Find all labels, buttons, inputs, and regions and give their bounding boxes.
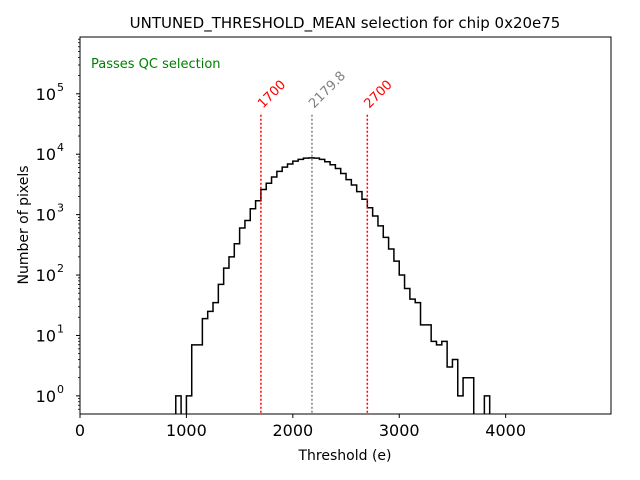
y-tick-label: 10 (36, 145, 56, 164)
histogram-bin (303, 158, 308, 414)
y-tick-exponent: 1 (57, 322, 64, 335)
histogram-bin (325, 162, 330, 414)
histogram-bin (399, 275, 404, 414)
histogram-bin (256, 201, 261, 414)
y-tick-label: 10 (36, 266, 56, 285)
histogram-bin (240, 228, 245, 414)
histogram-bin (314, 158, 319, 414)
histogram-bin (282, 167, 287, 414)
histogram-bin (250, 209, 255, 414)
x-axis: 0 1000 2000 3000 4000 (75, 414, 526, 440)
histogram-bin (293, 161, 298, 414)
histogram-bin (197, 345, 202, 414)
histogram-bin (335, 169, 340, 414)
x-tick-label: 0 (75, 421, 85, 440)
histogram-bin (202, 319, 207, 414)
histogram-bin (261, 190, 266, 414)
x-tick-label: 1000 (166, 421, 207, 440)
y-tick-label: 10 (36, 206, 56, 225)
y-tick-label: 10 (36, 326, 56, 345)
y-tick-exponent: 3 (57, 202, 64, 215)
histogram-bin (277, 171, 282, 414)
histogram-bin (346, 180, 351, 414)
lower-cut-label: 1700 (255, 78, 289, 112)
y-tick-exponent: 4 (57, 141, 64, 154)
histogram-bin (266, 183, 271, 414)
histogram (175, 157, 491, 414)
histogram-bin (213, 303, 218, 414)
histogram-bin (452, 360, 457, 414)
histogram-bin (373, 216, 378, 414)
histogram-bin (415, 303, 420, 414)
histogram-bin (410, 299, 415, 414)
histogram-bin (394, 261, 399, 414)
histogram-bin (330, 165, 335, 414)
histogram-bin (176, 396, 181, 414)
histogram-bin (431, 341, 436, 414)
plot-frame (79, 36, 612, 415)
histogram-bin (208, 311, 213, 414)
histogram-bin (298, 159, 303, 414)
histogram-bin (367, 208, 372, 414)
histogram-bin (186, 396, 191, 414)
histogram-step (175, 157, 491, 414)
histogram-bin (245, 220, 250, 414)
histogram-bin (383, 237, 388, 414)
histogram-bin (484, 396, 489, 414)
histogram-bin (192, 345, 197, 414)
histogram-bin (357, 192, 362, 414)
histogram-bin (319, 159, 324, 414)
plot-area: 1700 2179.8 2700 (79, 36, 612, 415)
histogram-bin (442, 341, 447, 414)
histogram-bin (421, 325, 426, 414)
histogram-bin (468, 378, 473, 414)
y-tick-exponent: 2 (57, 262, 64, 275)
mean-label: 2179.8 (306, 69, 349, 112)
histogram-bin (234, 244, 239, 414)
x-axis-label: Threshold (e) (298, 448, 392, 464)
histogram-bin (426, 325, 431, 414)
x-tick-label: 3000 (379, 421, 420, 440)
upper-cut-label: 2700 (362, 78, 396, 112)
histogram-bin (436, 345, 441, 414)
histogram-bin (378, 226, 383, 414)
y-tick-label: 10 (36, 85, 56, 104)
histogram-bin (463, 378, 468, 414)
chart-title: UNTUNED_THRESHOLD_MEAN selection for chi… (130, 14, 561, 33)
histogram-bin (272, 177, 277, 414)
y-tick-exponent: 0 (57, 383, 64, 396)
histogram-bin (458, 396, 463, 414)
histogram-bin (362, 199, 367, 414)
histogram-bin (351, 185, 356, 414)
histogram-bin (405, 288, 410, 414)
x-tick-label: 4000 (485, 421, 526, 440)
y-tick-exponent: 5 (57, 81, 64, 94)
histogram-bin (288, 164, 293, 414)
histogram-bin (218, 284, 223, 414)
y-tick-label: 10 (36, 387, 56, 406)
histogram-bin (447, 367, 452, 414)
y-axis-label: Number of pixels (16, 165, 32, 284)
histogram-bin (341, 173, 346, 414)
qc-status-text: Passes QC selection (91, 57, 221, 72)
histogram-bin (389, 249, 394, 414)
histogram-bin (229, 257, 234, 414)
histogram-bin (224, 268, 229, 414)
x-tick-label: 2000 (272, 421, 313, 440)
